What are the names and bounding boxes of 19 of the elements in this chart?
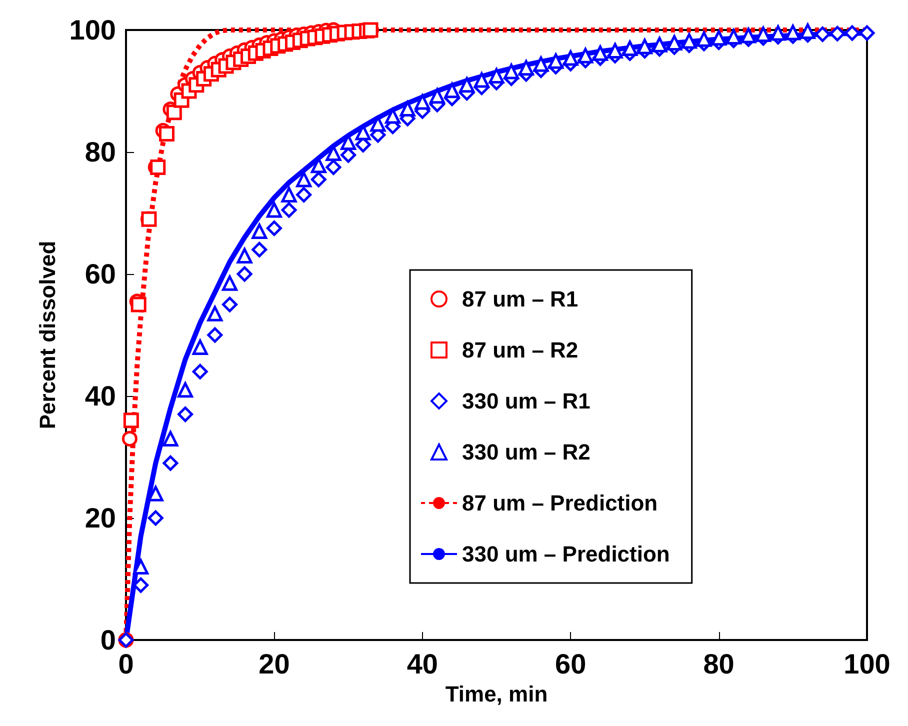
legend-label: 330 um – R2	[462, 440, 590, 464]
legend-label: 330 um – R1	[462, 388, 590, 414]
x-tick-label: 60	[555, 648, 586, 680]
legend-label: 87 um – R1	[462, 286, 578, 312]
x-tick-label: 100	[844, 648, 890, 680]
legend-label: 87 um – Prediction	[462, 490, 658, 516]
x-tick-label: 20	[258, 648, 290, 680]
y-tick-label: 20	[84, 502, 116, 534]
y-tick-label: 40	[84, 380, 116, 412]
legend-label: 330 um – Prediction	[462, 542, 670, 566]
legend-label: 87 um – R2	[462, 338, 578, 362]
y-tick-label: 100	[69, 14, 116, 46]
y-tick-label: 80	[84, 136, 116, 168]
x-tick-label: 80	[703, 648, 734, 680]
x-axis-title: Time, min	[445, 681, 548, 706]
x-tick-label: 40	[406, 648, 438, 680]
y-axis-title: Percent dissolved	[34, 240, 60, 430]
y-tick-label: 60	[84, 258, 116, 290]
y-tick-label: 0	[100, 624, 116, 656]
